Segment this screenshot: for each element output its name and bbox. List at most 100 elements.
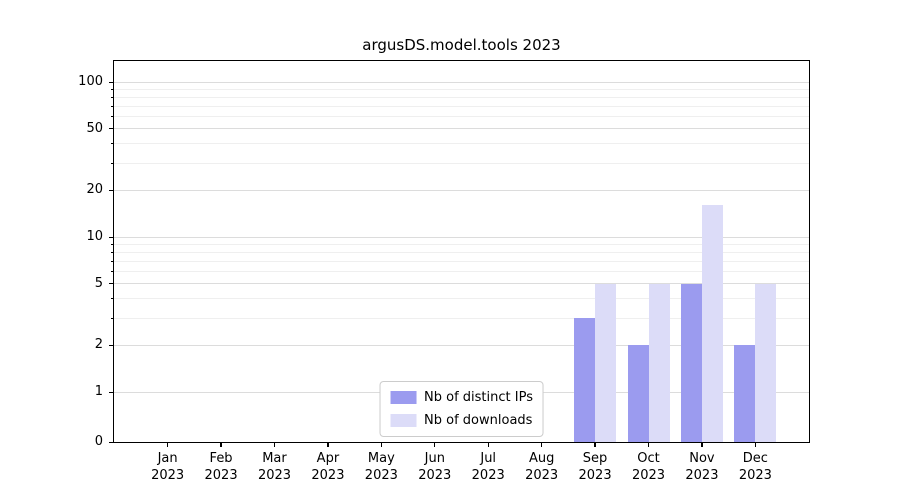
x-tick-label: Feb 2023: [189, 450, 253, 484]
x-tick-label-year: 2023: [578, 468, 612, 483]
x-tick-mark: [220, 443, 222, 447]
bar-downloads: [648, 283, 670, 442]
x-tick-label-month: Apr: [316, 451, 340, 466]
y-tick-mark: [109, 189, 113, 192]
y-minor-tick-mark: [110, 143, 113, 145]
y-tick-mark: [109, 344, 113, 347]
x-tick-label-year: 2023: [151, 468, 185, 483]
x-tick-label: Aug 2023: [510, 450, 574, 484]
y-tick-mark: [109, 236, 113, 238]
gridline-minor: [114, 317, 809, 319]
x-tick-label: Jun 2023: [403, 450, 467, 484]
y-tick-label: 100: [78, 74, 103, 89]
x-tick-label-month: Sep: [582, 451, 608, 466]
x-tick-label: May 2023: [349, 450, 413, 484]
x-tick-label-month: Feb: [209, 451, 233, 466]
gridline-minor: [114, 88, 809, 90]
y-tick-label: 2: [94, 337, 103, 353]
plot-area: Nb of distinct IPs Nb of downloads: [113, 60, 810, 443]
y-minor-tick-mark: [110, 105, 113, 107]
chart-title: argusDS.model.tools 2023: [362, 36, 561, 54]
x-tick-label-year: 2023: [525, 468, 559, 483]
bar-distinct-ips: [574, 318, 596, 442]
x-tick-label-month: May: [367, 451, 395, 466]
y-tick-label: 5: [94, 275, 103, 291]
legend-label-distinct-ips: Nb of distinct IPs: [424, 390, 533, 405]
bar-distinct-ips: [627, 345, 649, 442]
x-tick-mark: [380, 443, 382, 447]
gridline-minor: [114, 143, 809, 145]
x-tick-label-year: 2023: [364, 468, 398, 483]
legend-swatch-distinct-ips-icon: [390, 391, 417, 404]
y-minor-tick-mark: [110, 88, 113, 90]
bars: [114, 61, 809, 442]
x-tick-mark: [754, 443, 756, 447]
x-tick-mark: [487, 443, 489, 447]
x-tick-label-month: Jun: [424, 451, 445, 466]
gridline-major: [114, 189, 809, 191]
y-minor-tick-mark: [110, 270, 113, 273]
x-tick-label-month: Dec: [742, 451, 768, 466]
bar-downloads: [755, 283, 777, 442]
y-minor-tick-mark: [110, 298, 113, 300]
x-tick-label-year: 2023: [631, 468, 666, 483]
x-tick-label-year: 2023: [471, 468, 505, 483]
legend-label-downloads: Nb of downloads: [424, 413, 533, 428]
x-tick-label-year: 2023: [685, 468, 719, 483]
y-tick-label: 50: [86, 120, 103, 136]
gridline-minor: [114, 243, 809, 245]
gridline-major: [114, 81, 809, 83]
x-tick-label: Apr 2023: [296, 450, 360, 484]
y-axis: 0 1 2 5 10 20 50 100: [0, 60, 113, 449]
bar-downloads: [595, 283, 617, 442]
x-tick-label-year: 2023: [204, 468, 238, 483]
y-tick-label: 0: [94, 434, 103, 449]
y-tick-mark: [109, 81, 113, 83]
legend-item-downloads: Nb of downloads: [390, 413, 533, 428]
x-tick-label-month: Jan: [157, 451, 178, 466]
x-tick-label: Dec 2023: [723, 450, 787, 484]
y-minor-tick-mark: [110, 317, 113, 319]
x-tick-label: Mar 2023: [242, 450, 306, 484]
x-axis: Jan 2023 Feb 2023 Mar 2023 Apr 2023 May 2023 Jun 20…: [113, 443, 810, 495]
x-tick-label-month: Jul: [480, 451, 497, 466]
y-minor-tick-mark: [110, 162, 113, 164]
legend-swatch-downloads-icon: [390, 414, 417, 427]
bar-distinct-ips: [680, 283, 702, 442]
gridline-major: [114, 344, 809, 346]
x-tick-mark: [541, 443, 543, 447]
gridline-major: [114, 283, 809, 285]
y-tick-label: 20: [86, 182, 103, 198]
x-tick-label: Oct 2023: [617, 450, 681, 484]
gridline-minor: [114, 105, 809, 107]
x-tick-label: Sep 2023: [563, 450, 627, 484]
legend-item-distinct-ips: Nb of distinct IPs: [390, 390, 533, 405]
gridline-minor: [114, 260, 809, 262]
y-minor-tick-mark: [110, 115, 113, 118]
x-tick-mark: [434, 443, 436, 447]
gridline-minor: [114, 298, 809, 300]
y-tick-label: 1: [94, 384, 103, 399]
y-minor-tick-mark: [110, 96, 113, 98]
gridline-minor: [114, 270, 809, 272]
y-tick-mark: [109, 391, 113, 393]
x-tick-label-year: 2023: [257, 468, 292, 483]
bar-downloads: [701, 205, 723, 442]
x-tick-mark: [594, 443, 596, 447]
gridline-minor: [114, 162, 809, 164]
y-minor-tick-mark: [110, 251, 113, 253]
x-tick-label-month: Mar: [262, 451, 287, 466]
x-tick-label: Nov 2023: [670, 450, 734, 484]
legend: Nb of distinct IPs Nb of downloads: [379, 381, 544, 437]
x-tick-mark: [647, 443, 650, 447]
gridline-minor: [114, 251, 809, 253]
y-tick-mark: [109, 128, 113, 130]
x-tick-label: Jul 2023: [456, 450, 520, 484]
x-tick-label-year: 2023: [418, 468, 452, 483]
x-tick-mark: [327, 443, 329, 447]
y-tick-mark: [109, 283, 113, 285]
gridline-major: [114, 128, 809, 130]
x-tick-label-month: Nov: [689, 451, 715, 466]
y-tick-label: 10: [86, 229, 103, 244]
x-tick-mark: [273, 443, 276, 447]
